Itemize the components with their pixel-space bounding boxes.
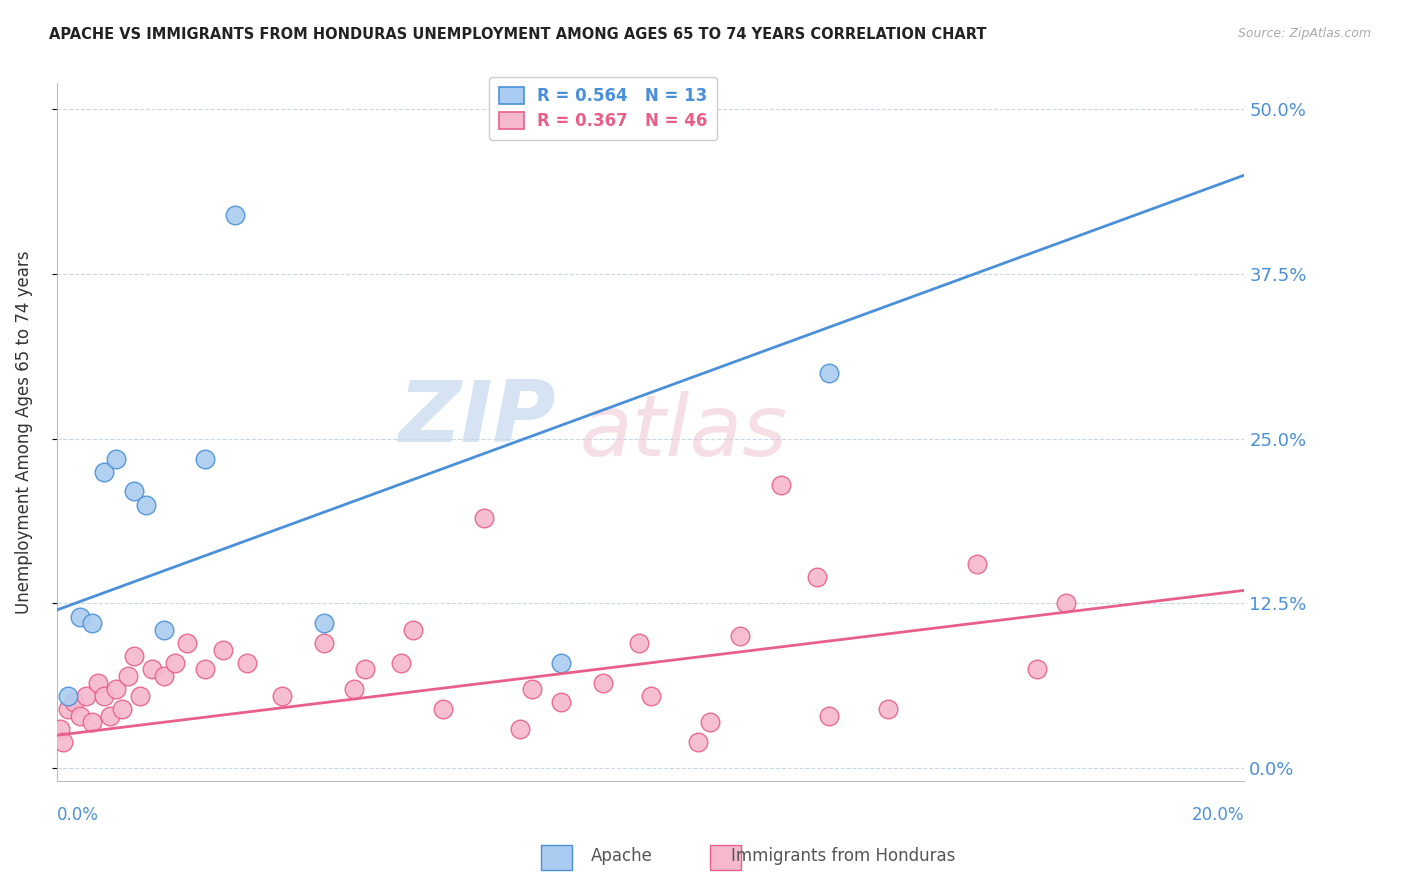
Point bbox=[48, 722, 70, 736]
Point bbox=[105, 682, 128, 697]
Point bbox=[152, 669, 174, 683]
Point bbox=[235, 656, 257, 670]
Point bbox=[806, 570, 828, 584]
Point bbox=[312, 616, 335, 631]
Text: ZIP: ZIP bbox=[398, 376, 555, 459]
Point bbox=[550, 695, 572, 709]
Y-axis label: Unemployment Among Ages 65 to 74 years: Unemployment Among Ages 65 to 74 years bbox=[15, 251, 32, 614]
Point bbox=[728, 630, 751, 644]
Point bbox=[1054, 597, 1077, 611]
Text: 0.0%: 0.0% bbox=[56, 805, 98, 824]
Point bbox=[69, 609, 91, 624]
Point bbox=[51, 735, 73, 749]
Legend: R = 0.564   N = 13, R = 0.367   N = 46: R = 0.564 N = 13, R = 0.367 N = 46 bbox=[489, 78, 717, 140]
Point bbox=[152, 623, 174, 637]
Point bbox=[520, 682, 543, 697]
Point bbox=[389, 656, 412, 670]
Point bbox=[686, 735, 709, 749]
Point bbox=[128, 689, 150, 703]
Point bbox=[627, 636, 650, 650]
Text: Immigrants from Honduras: Immigrants from Honduras bbox=[731, 847, 956, 865]
Point bbox=[770, 478, 793, 492]
Point bbox=[58, 689, 80, 703]
Point bbox=[592, 675, 614, 690]
Point bbox=[82, 715, 104, 730]
Point bbox=[966, 557, 988, 571]
Point bbox=[550, 656, 572, 670]
Point bbox=[69, 708, 91, 723]
Point bbox=[432, 702, 454, 716]
Point bbox=[342, 682, 364, 697]
Text: 20.0%: 20.0% bbox=[1192, 805, 1244, 824]
Point bbox=[93, 689, 115, 703]
Point bbox=[105, 451, 128, 466]
Point bbox=[194, 451, 217, 466]
Point bbox=[1025, 662, 1047, 676]
Point bbox=[141, 662, 163, 676]
Point bbox=[271, 689, 294, 703]
Point bbox=[212, 642, 235, 657]
Point bbox=[176, 636, 198, 650]
Point bbox=[111, 702, 134, 716]
Point bbox=[58, 702, 80, 716]
Point bbox=[817, 708, 839, 723]
Text: Apache: Apache bbox=[591, 847, 652, 865]
Point bbox=[472, 511, 495, 525]
Point bbox=[699, 715, 721, 730]
Point bbox=[402, 623, 425, 637]
Point bbox=[122, 484, 145, 499]
Point bbox=[98, 708, 121, 723]
Point bbox=[509, 722, 531, 736]
Point bbox=[117, 669, 139, 683]
Text: atlas: atlas bbox=[579, 391, 787, 474]
Point bbox=[354, 662, 377, 676]
Point bbox=[87, 675, 110, 690]
Point bbox=[135, 498, 157, 512]
Point bbox=[165, 656, 187, 670]
Point bbox=[122, 649, 145, 664]
Text: APACHE VS IMMIGRANTS FROM HONDURAS UNEMPLOYMENT AMONG AGES 65 TO 74 YEARS CORREL: APACHE VS IMMIGRANTS FROM HONDURAS UNEMP… bbox=[49, 27, 987, 42]
Point bbox=[877, 702, 900, 716]
Point bbox=[63, 695, 86, 709]
Point bbox=[75, 689, 97, 703]
Point bbox=[640, 689, 662, 703]
Point bbox=[194, 662, 217, 676]
Point bbox=[224, 208, 246, 222]
Point bbox=[82, 616, 104, 631]
Point bbox=[93, 465, 115, 479]
Point bbox=[312, 636, 335, 650]
Text: Source: ZipAtlas.com: Source: ZipAtlas.com bbox=[1237, 27, 1371, 40]
Point bbox=[817, 366, 839, 380]
